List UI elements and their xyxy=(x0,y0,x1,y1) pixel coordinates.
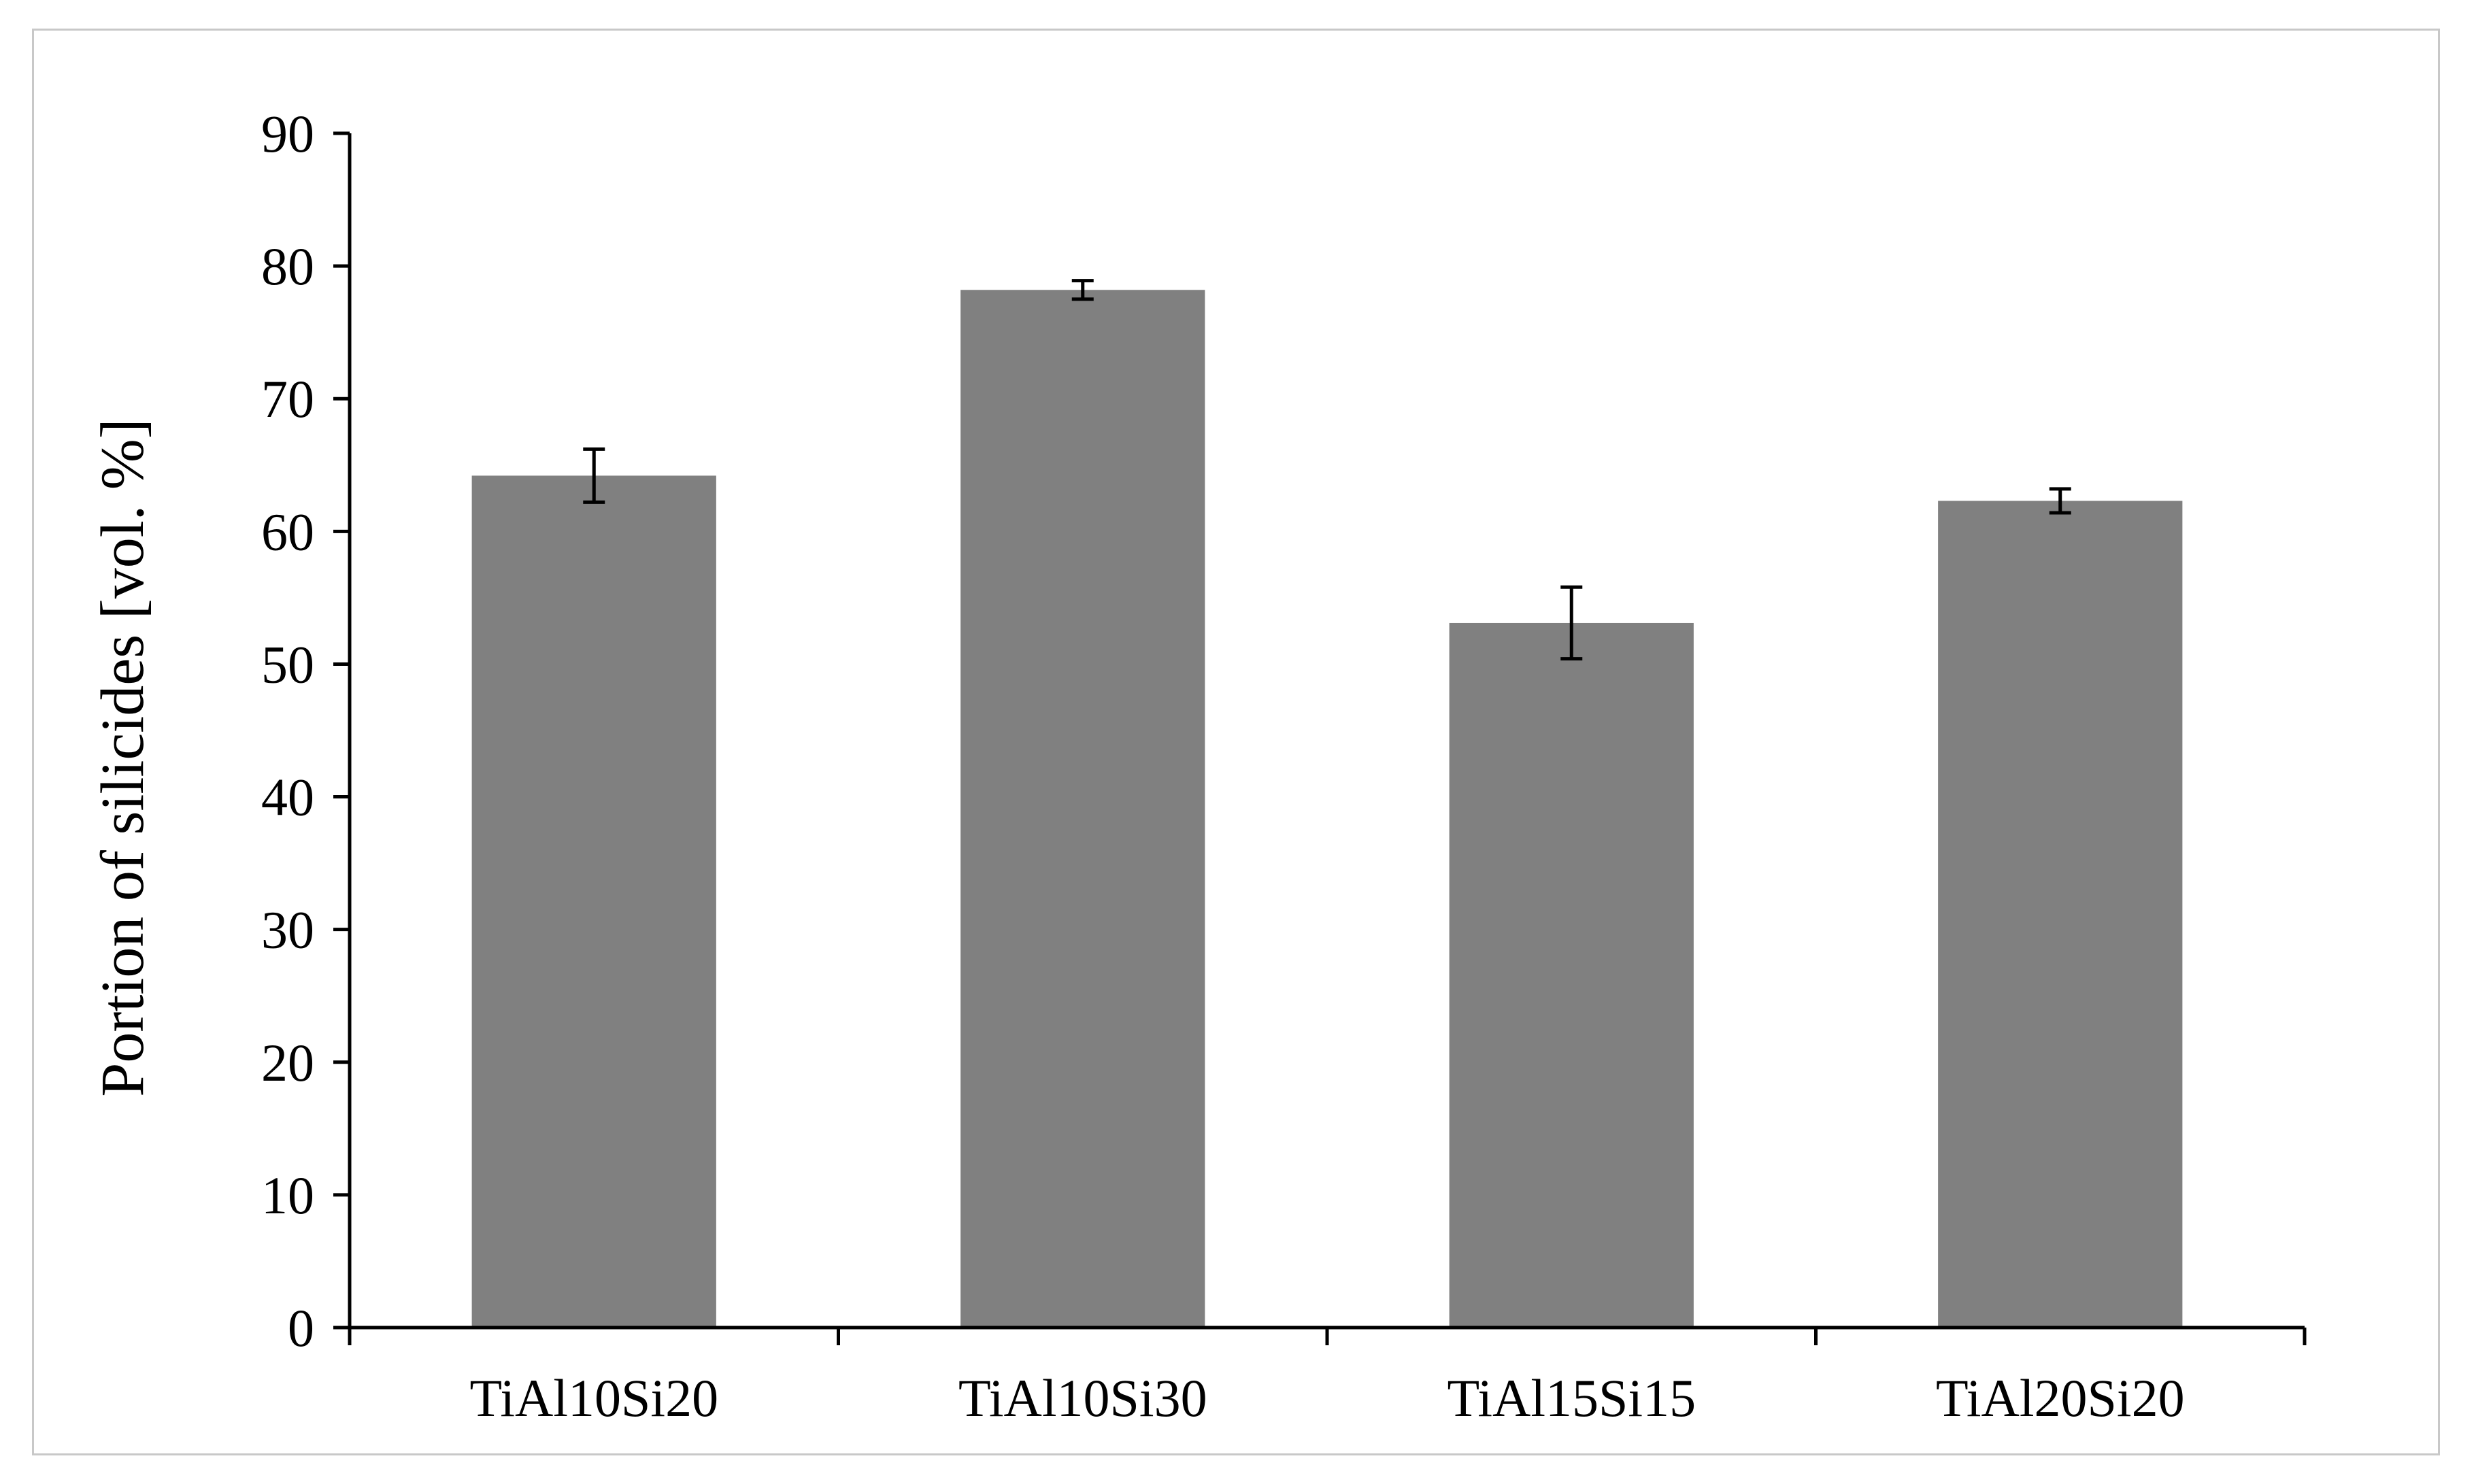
error-bar xyxy=(1071,279,1094,301)
x-category-label: TiAl10Si30 xyxy=(958,1368,1207,1428)
y-tick-label: 70 xyxy=(261,369,314,428)
y-tick-label: 0 xyxy=(288,1298,314,1357)
y-axis-title: Portion of silicides [vol. %] xyxy=(89,418,156,1096)
x-category-label: TiAl15Si15 xyxy=(1447,1368,1696,1428)
error-bar xyxy=(2049,487,2071,515)
bar xyxy=(471,475,716,1328)
bars-layer xyxy=(471,290,2183,1328)
error-bars-layer xyxy=(583,279,2071,661)
x-category-label: TiAl20Si20 xyxy=(1936,1368,2185,1428)
error-bar xyxy=(583,447,605,504)
bar xyxy=(1449,622,1694,1328)
bar xyxy=(1938,501,2183,1328)
y-tick-label: 40 xyxy=(261,768,314,827)
y-ticks-layer: 0 10 20 30 40 50 60 70 80 90 xyxy=(261,104,350,1357)
x-category-label: TiAl10Si20 xyxy=(469,1368,718,1428)
error-bar xyxy=(1560,585,1583,661)
y-tick-label: 80 xyxy=(261,237,314,296)
bar xyxy=(960,290,1205,1328)
y-tick-label: 50 xyxy=(261,635,314,694)
y-tick-label: 90 xyxy=(261,104,314,163)
x-ticks-layer: TiAl10Si20 TiAl10Si30 TiAl15Si15 TiAl20Si20 xyxy=(348,1328,2307,1428)
y-tick-label: 20 xyxy=(261,1033,314,1092)
y-tick-label: 10 xyxy=(261,1166,314,1225)
y-tick-label: 60 xyxy=(261,502,314,561)
y-tick-label: 30 xyxy=(261,900,314,960)
